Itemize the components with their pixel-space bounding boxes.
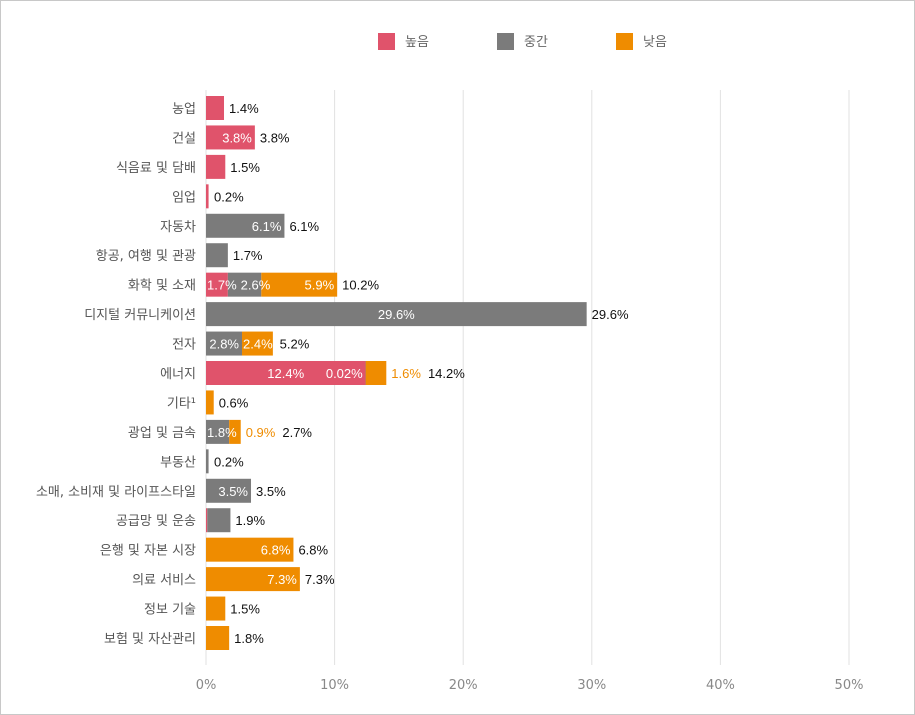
x-tick-label: 10% bbox=[320, 678, 349, 693]
bar-segment-high bbox=[206, 96, 225, 120]
bar-segment-medium bbox=[227, 272, 262, 297]
total-value-label: 6.1% bbox=[289, 219, 319, 234]
category-label: 화학 및 소재 bbox=[128, 279, 196, 294]
total-value-label: 7.3% bbox=[305, 572, 335, 587]
total-value-label: 3.5% bbox=[256, 484, 286, 499]
x-tick-label: 50% bbox=[835, 678, 864, 693]
total-value-label: 0.2% bbox=[214, 189, 244, 204]
segment-value-label: 1.8% bbox=[207, 425, 237, 440]
segment-value-label: 12.4% bbox=[267, 366, 304, 381]
category-label: 보험 및 자산관리 bbox=[104, 632, 196, 647]
category-label: 의료 서비스 bbox=[132, 573, 196, 588]
category-label: 광업 및 금속 bbox=[128, 426, 196, 441]
legend-label: 낮음 bbox=[643, 35, 667, 50]
bar-segment-high bbox=[206, 125, 255, 150]
bar-segment-low bbox=[261, 272, 338, 297]
bar-segment-low bbox=[206, 537, 294, 562]
bar-segment-low bbox=[206, 390, 214, 415]
total-value-label: 1.8% bbox=[234, 631, 264, 646]
x-tick-label: 0% bbox=[196, 678, 217, 693]
total-value-label: 1.5% bbox=[230, 160, 260, 175]
total-value-label: 2.7% bbox=[282, 425, 312, 440]
total-value-label: 1.5% bbox=[230, 602, 260, 617]
category-label: 항공, 여행 및 관광 bbox=[96, 248, 196, 264]
bar-segment-high bbox=[206, 508, 208, 533]
category-label: 식음료 및 담배 bbox=[116, 161, 196, 176]
bar-segment-medium bbox=[206, 213, 285, 238]
bar-segment-low bbox=[242, 331, 273, 356]
category-label: 전자 bbox=[172, 338, 196, 353]
category-label: 에너지 bbox=[160, 367, 196, 382]
legend-label: 높음 bbox=[405, 35, 429, 50]
category-label: 임업 bbox=[172, 190, 196, 205]
category-label: 부동산 bbox=[160, 455, 196, 470]
total-value-label: 1.7% bbox=[233, 248, 263, 263]
total-value-label: 1.9% bbox=[235, 513, 265, 528]
bar-segment-high bbox=[206, 154, 226, 179]
total-value-label: 1.4% bbox=[229, 101, 259, 116]
segment-value-label: 3.8% bbox=[222, 130, 252, 145]
legend-swatch bbox=[378, 33, 395, 50]
bar-segment-medium bbox=[206, 331, 243, 356]
segment-value-label: 0.02% bbox=[326, 366, 363, 381]
bar-segment-medium bbox=[206, 478, 252, 503]
segment-value-label: 6.1% bbox=[252, 219, 282, 234]
category-label: 기타¹ bbox=[167, 396, 196, 411]
legend-swatch bbox=[497, 33, 514, 50]
category-label: 정보 기술 bbox=[144, 603, 196, 618]
total-value-label: 0.2% bbox=[214, 454, 244, 469]
total-value-label: 5.2% bbox=[280, 337, 310, 352]
category-label: 소매, 소비재 및 라이프스타일 bbox=[36, 485, 196, 500]
bar-segment-low bbox=[229, 419, 241, 444]
category-label: 건설 bbox=[172, 131, 196, 146]
segment-value-label: 2.8% bbox=[209, 337, 239, 352]
bar-segment-high bbox=[206, 361, 366, 385]
bar-segment-low bbox=[206, 626, 230, 650]
x-tick-label: 20% bbox=[449, 678, 478, 693]
category-label: 농업 bbox=[172, 102, 196, 117]
category-label: 공급망 및 운송 bbox=[116, 514, 196, 529]
category-label: 자동차 bbox=[160, 220, 196, 235]
bar-segment-low bbox=[206, 567, 300, 592]
segment-value-label: 2.6% bbox=[241, 278, 271, 293]
total-value-label: 14.2% bbox=[428, 366, 465, 381]
total-value-label: 29.6% bbox=[592, 307, 629, 322]
x-tick-label: 30% bbox=[577, 678, 606, 693]
total-value-label: 10.2% bbox=[342, 278, 379, 293]
x-tick-label: 40% bbox=[706, 678, 735, 693]
bar-segment-low bbox=[206, 596, 226, 621]
bar-segment-medium bbox=[206, 449, 209, 474]
legend-swatch bbox=[616, 33, 633, 50]
total-value-label: 0.6% bbox=[219, 395, 249, 410]
segment-value-label: 29.6% bbox=[378, 307, 415, 322]
bar-segment-medium bbox=[206, 302, 587, 327]
category-label: 은행 및 자본 시장 bbox=[100, 543, 196, 559]
segment-value-label: 1.6% bbox=[391, 366, 421, 381]
segment-value-label: 5.9% bbox=[305, 278, 335, 293]
segment-value-label: 3.5% bbox=[218, 484, 248, 499]
bar-segment-low bbox=[365, 361, 387, 385]
category-label: 디지털 커뮤니케이션 bbox=[84, 308, 196, 323]
bar-segment-medium bbox=[206, 419, 230, 444]
segment-value-label: 0.9% bbox=[246, 425, 276, 440]
segment-value-label: 2.4% bbox=[243, 337, 273, 352]
legend-label: 중간 bbox=[524, 35, 548, 50]
bar-segment-high bbox=[206, 184, 209, 209]
segment-value-label: 7.3% bbox=[267, 572, 297, 587]
total-value-label: 6.8% bbox=[298, 543, 328, 558]
total-value-label: 3.8% bbox=[260, 130, 290, 145]
segment-value-label: 6.8% bbox=[261, 543, 291, 558]
bar-segment-medium bbox=[206, 243, 228, 268]
bar-segment-high bbox=[206, 272, 228, 297]
segment-value-label: 1.7% bbox=[207, 278, 237, 293]
bar-segment-medium bbox=[207, 508, 231, 533]
